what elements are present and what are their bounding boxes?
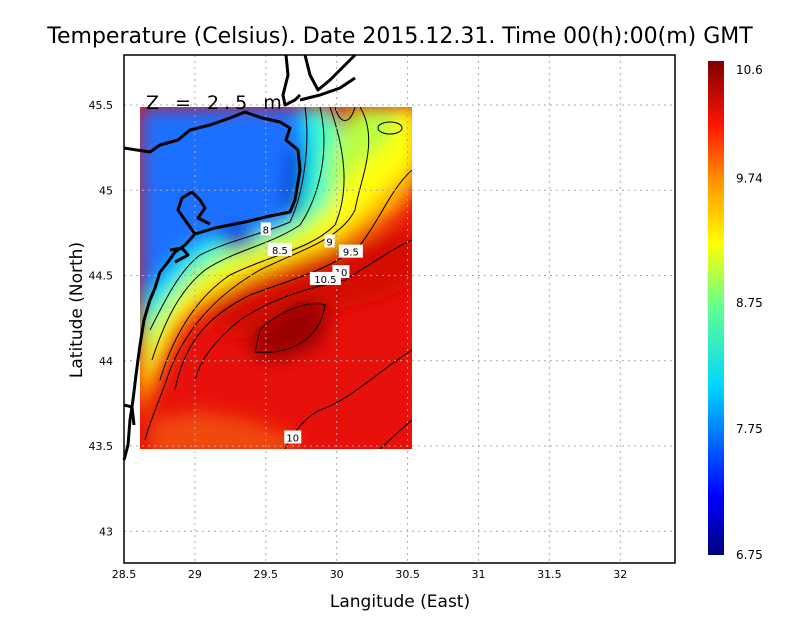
contour-label: 8.5 (272, 246, 288, 257)
chart-title: Temperature (Celsius). Date 2015.12.31. … (46, 24, 753, 49)
contour-label-bg (260, 222, 271, 236)
colorbar (708, 61, 724, 555)
depth-annotation: Z = 2.5 m (146, 92, 287, 114)
y-tick-label: 45.5 (89, 99, 114, 112)
grid-lines (124, 55, 675, 563)
x-tick-label: 30 (330, 568, 344, 581)
y-tick-label: 44.5 (89, 270, 114, 283)
contour-label-bg (284, 430, 302, 444)
x-tick-label: 29 (188, 568, 202, 581)
y-tick-label: 43 (99, 525, 113, 538)
x-tick-label: 32 (613, 568, 627, 581)
contour-label-bg (267, 242, 292, 256)
plot-frame (123, 54, 676, 564)
coastline (122, 53, 357, 461)
colorbar-tick-label: 9.74 (736, 171, 763, 185)
x-tick-labels: 28.5 29 29.5 30 30.5 31 31.5 32 (112, 568, 628, 581)
temperature-field (140, 107, 412, 449)
contour-label: 10 (286, 433, 299, 444)
x-axis-label: Langitude (East) (330, 592, 470, 612)
y-tick-label: 43.5 (89, 440, 114, 453)
contour-label: 9.5 (343, 248, 359, 259)
y-tick-label: 44 (99, 355, 113, 368)
x-tick-label: 31.5 (537, 568, 562, 581)
colorbar-tick-labels: 10.6 9.74 8.75 7.75 6.75 (736, 63, 763, 562)
x-tick-label: 28.5 (112, 568, 137, 581)
colorbar-tick-label: 6.75 (736, 548, 763, 562)
x-tick-label: 30.5 (395, 568, 420, 581)
colorbar-tick-label: 8.75 (736, 296, 763, 310)
contour-label-bg (309, 271, 341, 285)
contour-lines (144, 107, 412, 449)
contour-label: 9 (326, 237, 332, 248)
colorbar-tick-label: 10.6 (736, 63, 763, 77)
y-axis-label: Latitude (North) (67, 242, 87, 378)
x-tick-label: 29.5 (254, 568, 279, 581)
colorbar-tick-label: 7.75 (736, 422, 763, 436)
contour-label-bg (324, 234, 335, 248)
contour-label-bg (338, 244, 363, 258)
contour-label: 10.5 (314, 275, 336, 286)
x-tick-label: 31 (472, 568, 486, 581)
contour-label: 8 (263, 225, 269, 236)
y-tick-label: 45 (99, 184, 113, 197)
contour-label: 10 (335, 268, 348, 279)
y-tick-labels: 43 43.5 44 44.5 45 45.5 (89, 99, 114, 538)
